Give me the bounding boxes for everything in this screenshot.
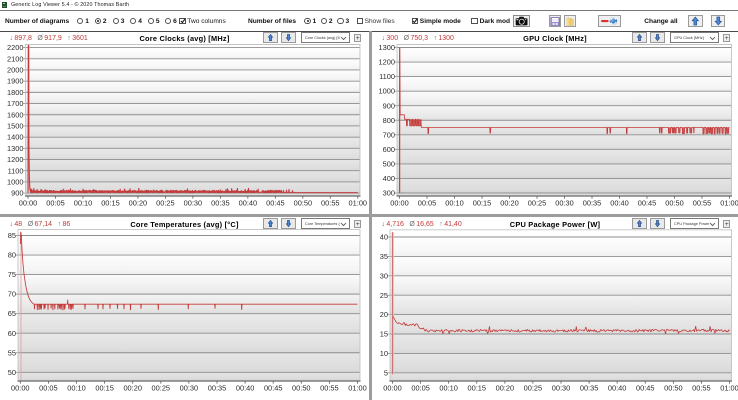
svg-text:00:50: 00:50 [292, 384, 311, 393]
svg-text:1300: 1300 [379, 43, 395, 52]
svg-text:1200: 1200 [7, 155, 23, 164]
svg-text:400: 400 [383, 174, 395, 183]
svg-text:00:40: 00:40 [236, 384, 255, 393]
svg-text:85: 85 [8, 231, 16, 240]
svg-text:00:55: 00:55 [693, 199, 712, 208]
svg-text:00:25: 00:25 [156, 199, 175, 208]
svg-text:00:45: 00:45 [636, 384, 655, 393]
svg-text:00:05: 00:05 [46, 199, 65, 208]
svg-text:900: 900 [383, 101, 395, 110]
svg-text:00:50: 00:50 [665, 199, 684, 208]
svg-text:35: 35 [380, 252, 388, 261]
svg-text:00:40: 00:40 [608, 384, 627, 393]
svg-text:1000: 1000 [379, 87, 395, 96]
svg-text:01:00: 01:00 [348, 384, 367, 393]
svg-text:00:30: 00:30 [555, 199, 574, 208]
svg-text:2000: 2000 [7, 66, 23, 75]
svg-text:00:05: 00:05 [39, 384, 58, 393]
svg-text:00:15: 00:15 [473, 199, 492, 208]
svg-text:10: 10 [380, 349, 388, 358]
svg-text:300: 300 [383, 189, 395, 198]
svg-text:00:45: 00:45 [264, 384, 283, 393]
svg-text:00:00: 00:00 [19, 199, 38, 208]
svg-text:15: 15 [380, 330, 388, 339]
svg-text:00:55: 00:55 [692, 384, 711, 393]
svg-text:00:25: 00:25 [528, 199, 547, 208]
svg-text:1600: 1600 [7, 110, 23, 119]
svg-text:50: 50 [8, 368, 16, 377]
svg-text:00:15: 00:15 [95, 384, 114, 393]
svg-text:00:05: 00:05 [418, 199, 437, 208]
svg-text:800: 800 [383, 116, 395, 125]
svg-text:00:10: 00:10 [74, 199, 93, 208]
svg-text:01:00: 01:00 [720, 199, 738, 208]
svg-text:40: 40 [380, 233, 388, 242]
svg-text:00:20: 00:20 [129, 199, 148, 208]
svg-text:900: 900 [11, 189, 23, 198]
svg-text:20: 20 [380, 310, 388, 319]
svg-text:00:15: 00:15 [101, 199, 120, 208]
svg-text:00:20: 00:20 [500, 199, 519, 208]
svg-text:00:30: 00:30 [552, 384, 571, 393]
svg-text:600: 600 [383, 145, 395, 154]
svg-text:00:55: 00:55 [321, 199, 340, 208]
svg-text:00:25: 00:25 [524, 384, 543, 393]
svg-text:75: 75 [8, 270, 16, 279]
svg-text:80: 80 [8, 251, 16, 260]
svg-text:65: 65 [8, 309, 16, 318]
svg-text:00:10: 00:10 [445, 199, 464, 208]
svg-text:1800: 1800 [7, 88, 23, 97]
svg-text:00:20: 00:20 [123, 384, 142, 393]
svg-text:00:30: 00:30 [184, 199, 203, 208]
svg-text:00:45: 00:45 [266, 199, 285, 208]
svg-text:55: 55 [8, 348, 16, 357]
svg-text:00:20: 00:20 [496, 384, 515, 393]
svg-text:1900: 1900 [7, 77, 23, 86]
svg-text:30: 30 [380, 271, 388, 280]
svg-text:1400: 1400 [7, 133, 23, 142]
svg-text:00:10: 00:10 [439, 384, 458, 393]
svg-text:01:00: 01:00 [349, 199, 368, 208]
svg-text:00:50: 00:50 [664, 384, 683, 393]
svg-text:500: 500 [383, 159, 395, 168]
svg-text:00:45: 00:45 [638, 199, 657, 208]
svg-text:00:35: 00:35 [580, 384, 599, 393]
svg-text:60: 60 [8, 329, 16, 338]
svg-text:00:35: 00:35 [211, 199, 230, 208]
svg-text:00:35: 00:35 [583, 199, 602, 208]
svg-text:1100: 1100 [8, 166, 24, 175]
svg-text:00:00: 00:00 [390, 199, 409, 208]
svg-text:00:40: 00:40 [610, 199, 629, 208]
svg-text:25: 25 [380, 291, 388, 300]
svg-text:1500: 1500 [7, 122, 23, 131]
svg-text:00:50: 00:50 [294, 199, 313, 208]
svg-text:00:00: 00:00 [11, 384, 30, 393]
svg-text:00:35: 00:35 [208, 384, 227, 393]
svg-text:1200: 1200 [379, 58, 395, 67]
svg-text:5: 5 [384, 368, 388, 377]
svg-text:1100: 1100 [379, 72, 395, 81]
svg-text:00:30: 00:30 [180, 384, 199, 393]
svg-text:01:00: 01:00 [720, 384, 738, 393]
svg-text:1000: 1000 [7, 177, 23, 186]
svg-text:1300: 1300 [7, 144, 23, 153]
svg-text:00:00: 00:00 [383, 384, 402, 393]
svg-text:00:25: 00:25 [152, 384, 171, 393]
svg-text:2200: 2200 [7, 43, 23, 52]
svg-text:00:55: 00:55 [320, 384, 339, 393]
svg-text:00:40: 00:40 [239, 199, 258, 208]
svg-text:00:05: 00:05 [411, 384, 430, 393]
svg-text:1700: 1700 [7, 99, 23, 108]
svg-text:700: 700 [383, 130, 395, 139]
svg-text:00:15: 00:15 [468, 384, 487, 393]
svg-text:70: 70 [8, 290, 16, 299]
svg-text:2100: 2100 [7, 54, 23, 63]
svg-text:00:10: 00:10 [67, 384, 86, 393]
